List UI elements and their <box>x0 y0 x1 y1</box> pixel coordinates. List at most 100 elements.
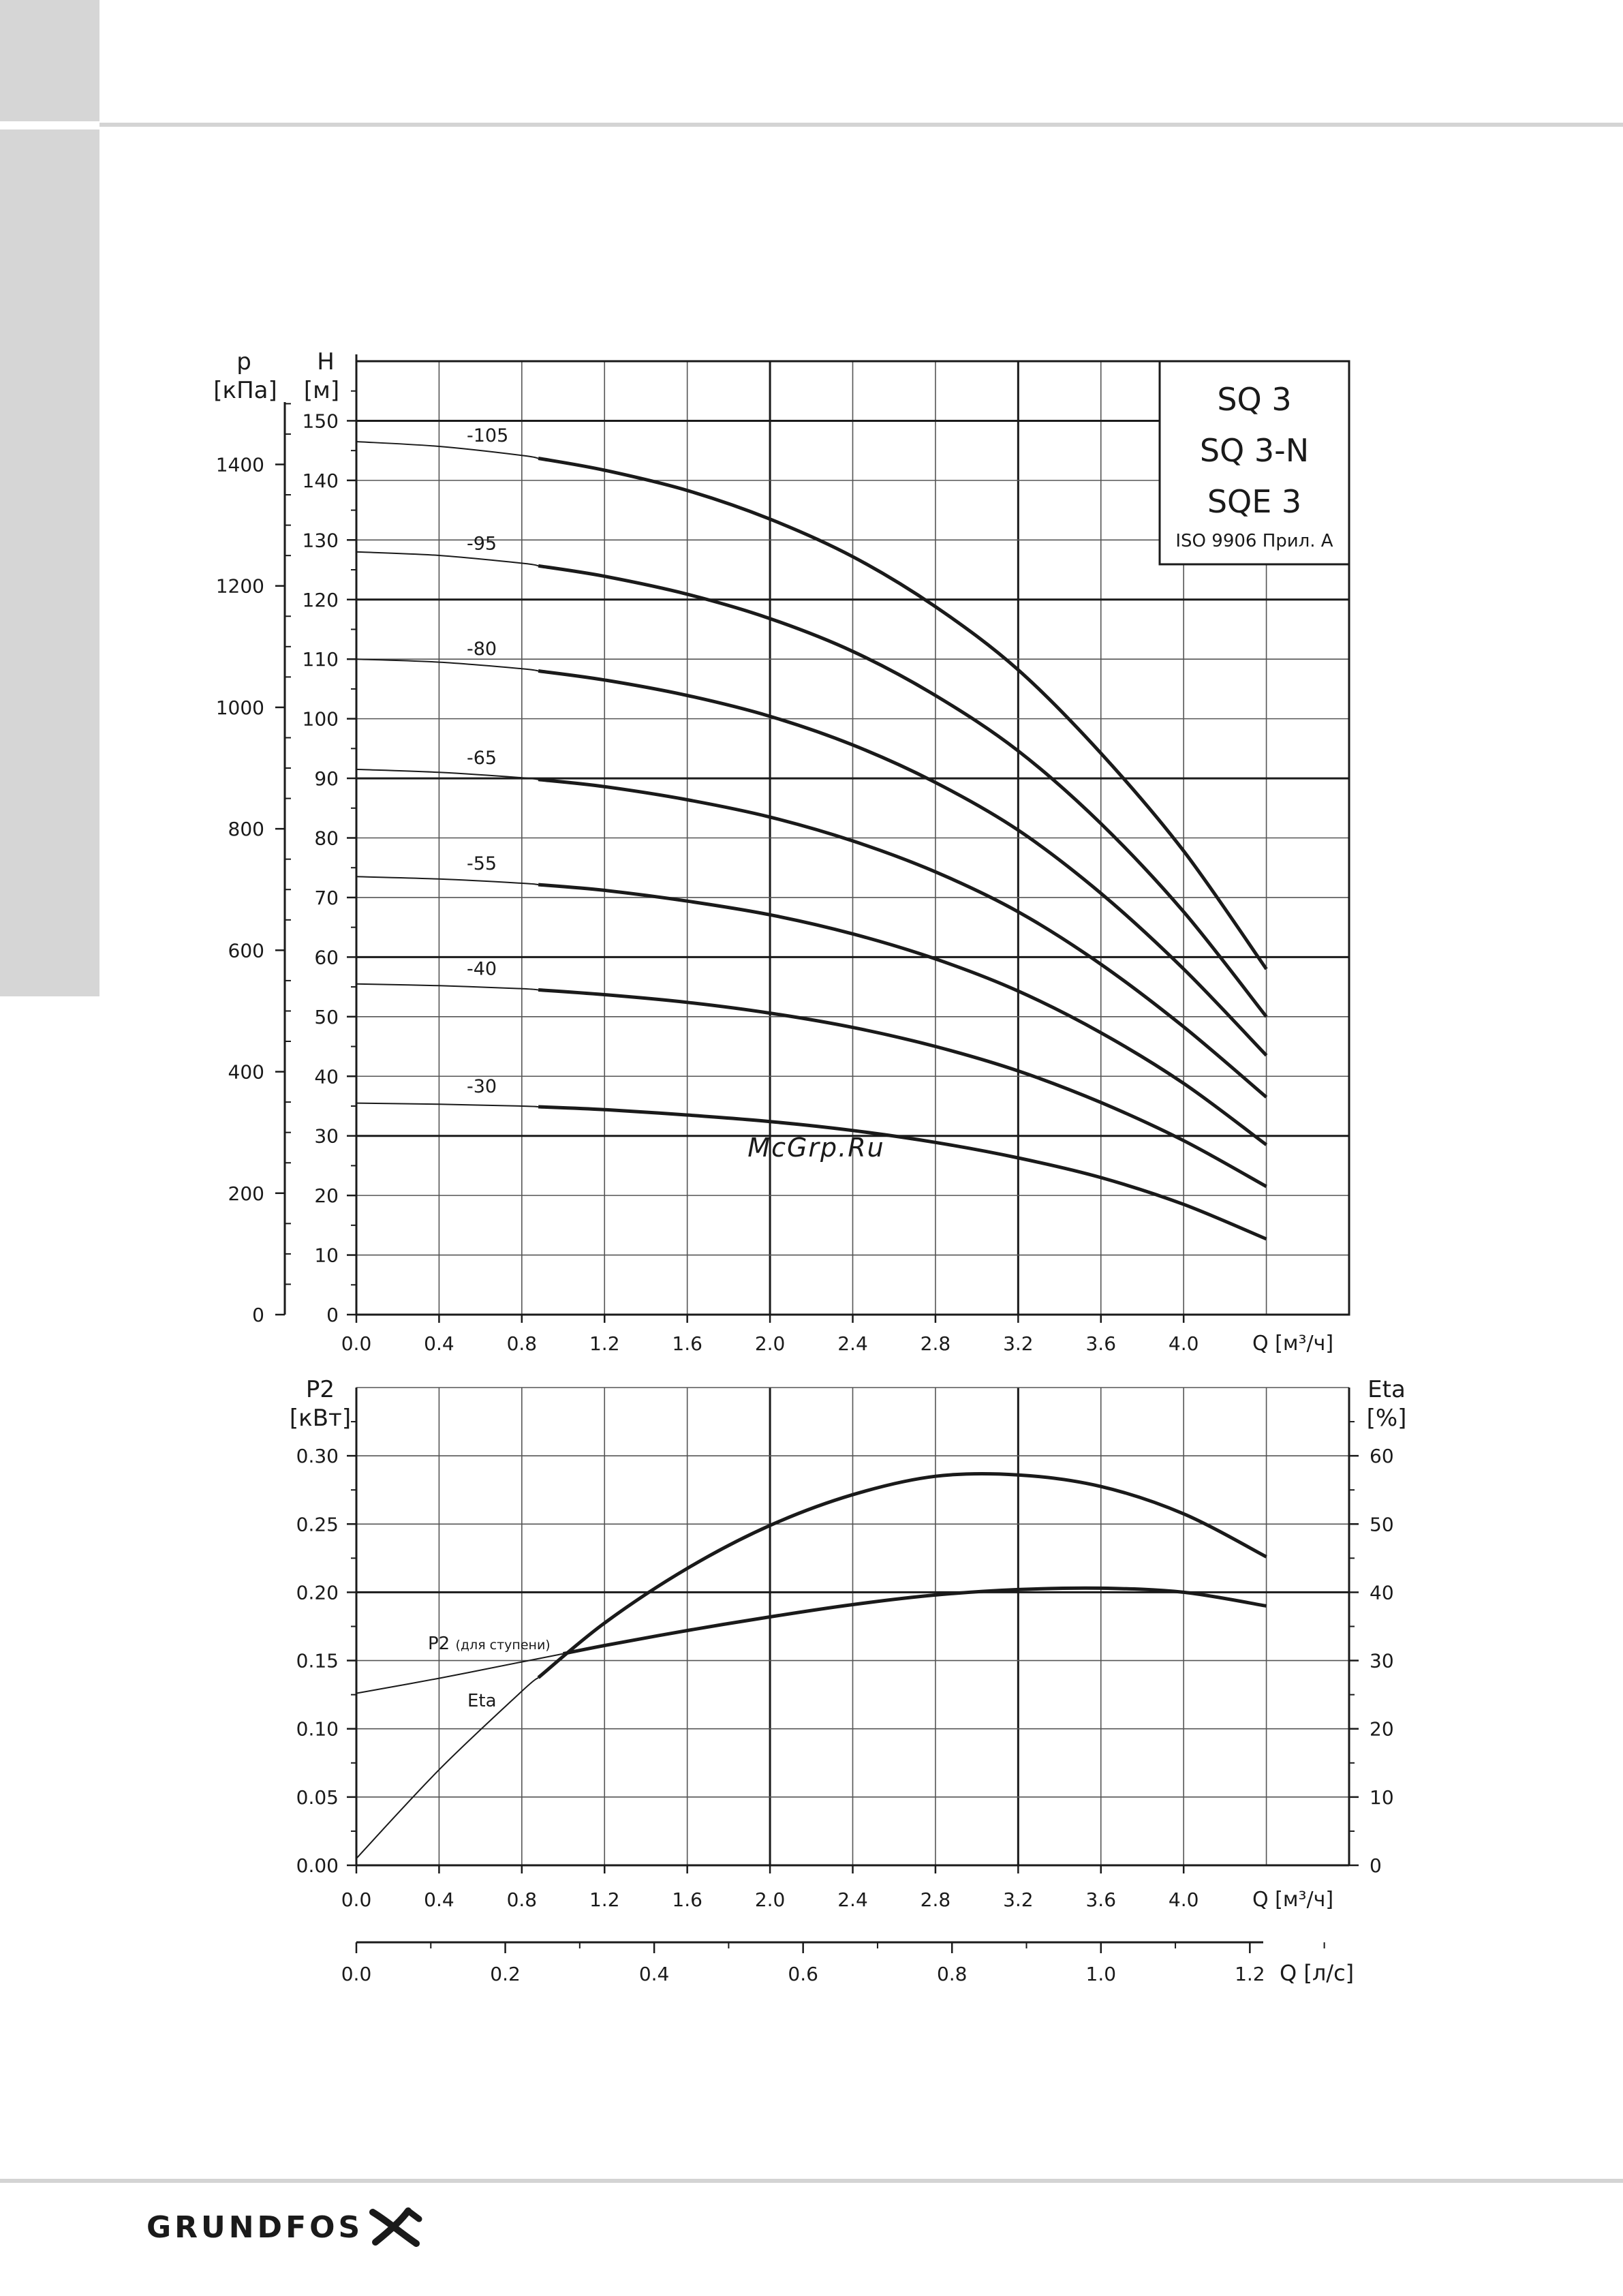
y-tick-label: 60 <box>314 946 339 968</box>
x-tick-label: 1.2 <box>589 1332 620 1355</box>
x-tick-label: 2.0 <box>755 1332 786 1355</box>
y-tick-label: 10 <box>314 1244 339 1267</box>
x-tick-label: 4.0 <box>1169 1888 1199 1911</box>
y-left-axis-title: P2 <box>306 1376 335 1403</box>
head-chart: 0 10 20 30 40 50 60 70 80 90 100 110 120 130 140 150 H[м… <box>213 348 1350 1356</box>
p-axis-unit: [кПа] <box>213 377 277 404</box>
footer-rule <box>0 2179 1623 2183</box>
x-tick-label: 2.8 <box>921 1332 951 1355</box>
y-right-tick-label: 10 <box>1370 1786 1394 1809</box>
x-tick-label: 0.4 <box>424 1888 454 1911</box>
curve-label: -95 <box>467 533 497 554</box>
side-tab-lower <box>0 129 99 996</box>
x-tick-label: 0.8 <box>507 1888 538 1911</box>
curve-operating-segment <box>538 457 1268 970</box>
curve-operating-segment <box>538 564 1268 1018</box>
y-left-tick-label: 0.30 <box>296 1445 339 1467</box>
y-tick-label: 130 <box>303 529 339 551</box>
y-right-tick-label: 40 <box>1370 1581 1394 1604</box>
watermark: McGrp.Ru <box>747 1133 884 1163</box>
grundfos-logo: GRUNDFOS <box>146 2200 423 2254</box>
power-eta-chart: 0.00 0.05 0.10 0.15 0.20 0.25 0.30 0 10 20 30 40 50 6… <box>290 1376 1407 1912</box>
head-curve-n55: -55 <box>356 853 1268 1146</box>
x-tick-label: 1.2 <box>589 1888 620 1911</box>
y-right-axis-title: Eta <box>1367 1376 1406 1403</box>
flow-ls-tick-label: 1.0 <box>1086 1963 1117 1985</box>
curve-operating-segment <box>537 1471 1267 1679</box>
x-tick-label: 0.8 <box>507 1332 538 1355</box>
y-left-tick-label: 0.05 <box>296 1786 339 1809</box>
x-tick-label: 3.2 <box>1003 1332 1034 1355</box>
flow-ls-tick-label: 0.8 <box>937 1963 968 1985</box>
p-tick-label: 600 <box>228 939 264 962</box>
head-curve-n105: -105 <box>356 425 1268 970</box>
model-line-2: SQ 3-N <box>1200 432 1309 469</box>
flow-ls-axis: 0.0 0.2 0.4 0.6 0.8 1.0 1.2 Q [л/с] <box>341 1941 1354 1986</box>
x-tick-label: 2.4 <box>837 1332 868 1355</box>
x-tick-label: 2.0 <box>755 1888 786 1911</box>
curve-operating-segment <box>538 883 1268 1146</box>
y-tick-label: 110 <box>303 648 339 671</box>
curve-low-flow-segment <box>356 441 539 459</box>
y-axis-unit: [м] <box>304 377 339 404</box>
y-right-tick-label: 50 <box>1370 1513 1394 1535</box>
flow-ls-tick-label: 0.4 <box>639 1963 670 1985</box>
y-right-tick-label: 30 <box>1370 1650 1394 1672</box>
y-tick-label: 90 <box>314 767 339 790</box>
flow-ls-tick-label: 0.6 <box>788 1963 818 1985</box>
p2-annotation: P2 (для ступени) <box>428 1634 551 1654</box>
curve-low-flow-segment <box>356 658 539 672</box>
y-left-tick-label: 0.00 <box>296 1854 339 1877</box>
curve-low-flow-segment <box>356 1102 539 1107</box>
y-left-axis-unit: [кВт] <box>290 1405 351 1432</box>
x-tick-label: 3.2 <box>1003 1888 1034 1911</box>
curve-operating-segment <box>538 988 1267 1189</box>
y-tick-label: 40 <box>314 1065 339 1088</box>
y-left-tick-label: 0.10 <box>296 1718 339 1741</box>
y-tick-label: 100 <box>303 708 339 731</box>
curve-label: -30 <box>467 1076 497 1097</box>
y-right-tick-label: 20 <box>1370 1718 1394 1741</box>
curve-label: -105 <box>467 425 508 446</box>
x-axis-title: Q [м³/ч] <box>1252 1332 1333 1356</box>
curve-operating-segment <box>538 1105 1267 1241</box>
curve-low-flow-segment <box>356 768 539 780</box>
y-right-axis-unit: [%] <box>1367 1405 1407 1432</box>
model-box <box>1158 360 1350 566</box>
curve-low-flow-segment <box>356 983 539 991</box>
grundfos-x-mark-icon <box>369 2207 422 2247</box>
eta-curve <box>356 1471 1267 1859</box>
x-tick-label: 1.6 <box>672 1888 702 1911</box>
y-left-tick-label: 0.15 <box>296 1650 339 1672</box>
y-tick-label: 20 <box>314 1184 339 1207</box>
head-curve-n80: -80 <box>356 639 1268 1057</box>
flow-ls-tick-label: 0.0 <box>341 1963 372 1985</box>
p2-curve <box>356 1586 1267 1694</box>
p-tick-label: 1000 <box>216 697 264 719</box>
standard-label: ISO 9906 Прил. A <box>1175 531 1333 551</box>
head-curve-n95: -95 <box>356 533 1268 1018</box>
y-tick-label: 0 <box>326 1304 339 1326</box>
x-tick-label: 0.0 <box>341 1332 372 1355</box>
x-axis-title: Q [м³/ч] <box>1252 1888 1333 1912</box>
y-left-tick-label: 0.25 <box>296 1513 339 1535</box>
flow-ls-axis-title: Q [л/с] <box>1280 1960 1354 1986</box>
head-curve-n30: -30 <box>356 1076 1267 1241</box>
side-tab-upper <box>0 0 99 121</box>
header-rule <box>99 123 1623 127</box>
model-line-3: SQE 3 <box>1207 483 1301 520</box>
x-tick-label: 1.6 <box>672 1332 702 1355</box>
curve-low-flow-segment <box>356 876 539 886</box>
p2-annotation-note: (для ступени) <box>456 1638 551 1653</box>
x-tick-label: 3.6 <box>1085 1332 1116 1355</box>
p2-annotation-main: P2 <box>428 1634 456 1654</box>
flow-ls-tick-label: 0.2 <box>490 1963 521 1985</box>
y-right-tick-label: 60 <box>1370 1445 1394 1467</box>
brand-name: GRUNDFOS <box>146 2209 364 2245</box>
y-axis-title: H <box>317 348 335 376</box>
y-left-tick-label: 0.20 <box>296 1581 339 1604</box>
curve-low-flow-segment <box>356 1677 539 1859</box>
curve-low-flow-segment <box>356 551 539 567</box>
curve-label: -80 <box>467 639 497 660</box>
